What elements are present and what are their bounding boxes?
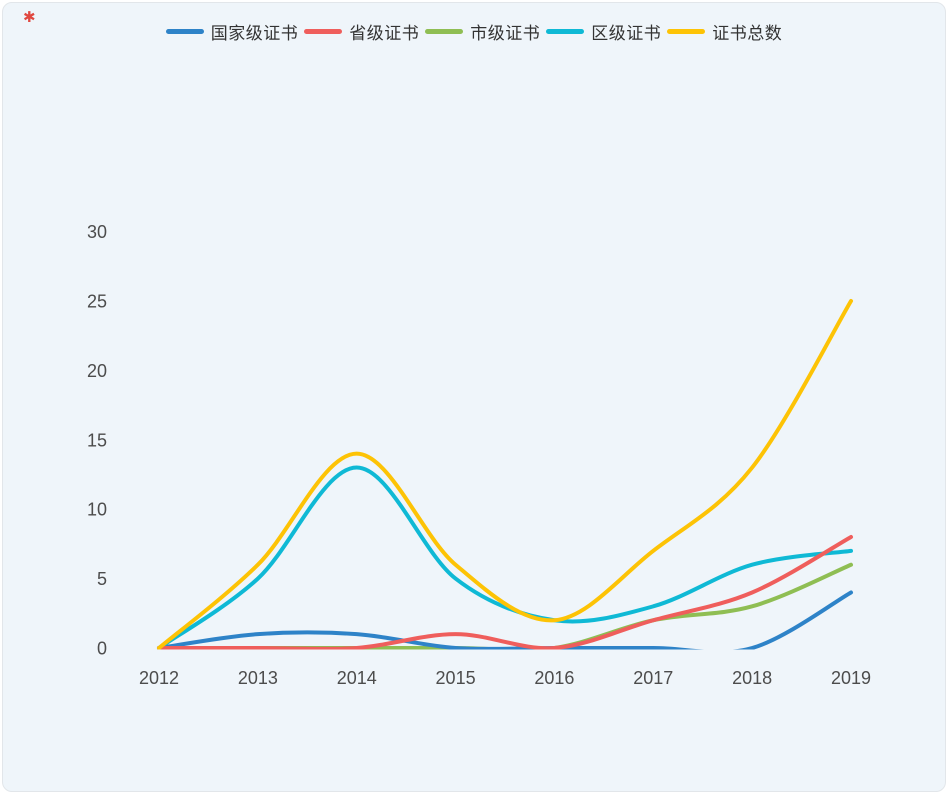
y-axis-tick-label: 15 [87,430,107,450]
x-axis-tick-label: 2019 [831,668,871,688]
series-lines [159,301,851,652]
line-chart: 0 5 10 15 20 25 30 2012 2013 2014 2015 2016 2017 2018… [3,3,948,797]
x-axis-tick-label: 2017 [633,668,673,688]
y-axis-tick-label: 5 [97,569,107,589]
x-axis-tick-label: 2013 [238,668,278,688]
y-axis-tick-label: 25 [87,292,107,312]
x-axis-tick-label: 2014 [337,668,377,688]
y-axis-tick-label: 30 [87,222,107,242]
x-axis-tick-label: 2012 [139,668,179,688]
y-axis-tick-label: 0 [97,639,107,659]
x-axis-tick-label: 2016 [534,668,574,688]
x-axis-tick-label: 2015 [436,668,476,688]
y-axis-tick-label: 20 [87,361,107,381]
y-axis-tick-label: 10 [87,500,107,520]
x-axis-tick-label: 2018 [732,668,772,688]
